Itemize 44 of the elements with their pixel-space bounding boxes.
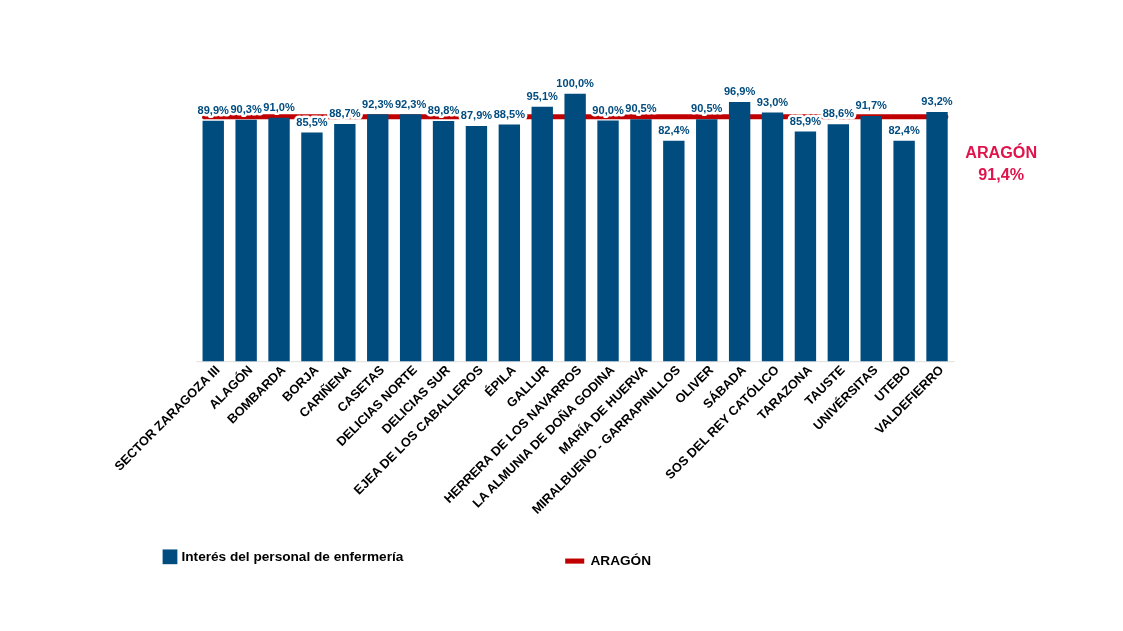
bar [432, 121, 455, 362]
data-label: 85,5% [296, 115, 328, 128]
data-label: 90,5% [691, 102, 723, 115]
bar [235, 119, 257, 362]
bar [597, 120, 619, 362]
data-label: 93,2% [921, 95, 953, 108]
data-label: 95,1% [526, 90, 559, 103]
data-label: 91,7% [855, 99, 888, 112]
bar [334, 123, 356, 362]
data-label: 92,3% [394, 97, 427, 110]
bar [268, 117, 290, 362]
data-label: 92,3% [362, 97, 394, 110]
legend-label: Interés del personal de enfermería [181, 549, 404, 565]
bar [794, 131, 817, 362]
bar [465, 126, 488, 362]
bar [498, 124, 521, 362]
data-label: 82,4% [888, 124, 920, 136]
bar [202, 120, 224, 362]
data-label: 100,0% [556, 76, 595, 89]
bar [367, 114, 389, 362]
data-label: 96,9% [723, 85, 756, 98]
legend-label: ARAGÓN [590, 553, 652, 569]
bar [827, 124, 850, 362]
bar [761, 112, 784, 362]
bar [301, 132, 323, 362]
data-label: 82,4% [658, 124, 690, 136]
data-label: 90,0% [592, 103, 624, 116]
bar [926, 111, 948, 362]
data-label: 89,9% [197, 103, 230, 116]
bar [696, 119, 718, 362]
bar [728, 102, 751, 362]
data-label: 89,8% [427, 104, 460, 117]
text: ARAGÓN 91,4% [965, 142, 1038, 183]
bar [564, 93, 586, 362]
bar [893, 140, 915, 362]
data-label: 90,3% [230, 102, 262, 115]
bar [531, 106, 553, 362]
bar [630, 119, 652, 362]
bar [399, 114, 422, 362]
data-label: 91,0% [263, 100, 295, 113]
bar [663, 140, 685, 362]
data-label: 90,5% [625, 102, 657, 115]
data-label: 93,0% [756, 95, 789, 108]
bar [860, 115, 882, 362]
